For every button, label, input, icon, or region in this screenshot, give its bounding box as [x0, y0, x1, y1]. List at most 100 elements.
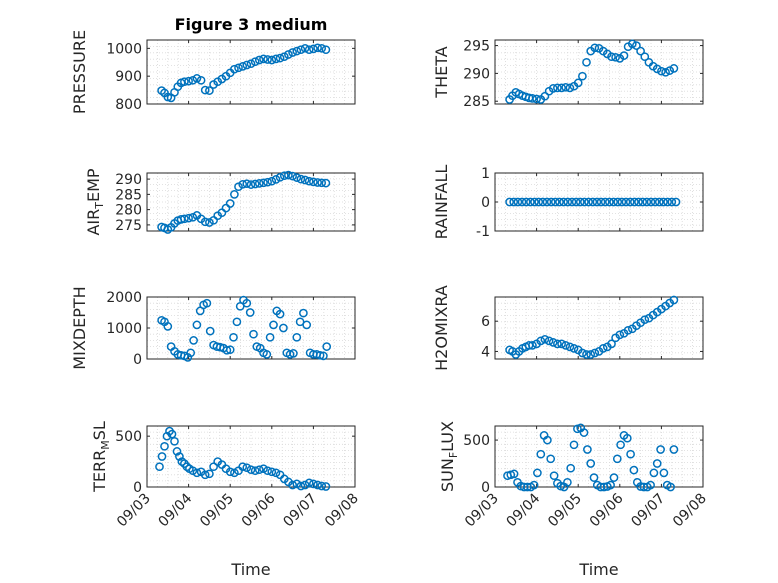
- x-tick-label: 09/06: [239, 490, 279, 530]
- data-point: [259, 54, 268, 64]
- y-axis-label-air_temp: AIRTEMP: [84, 168, 106, 235]
- y-tick-label: 295: [463, 39, 490, 55]
- data-point: [583, 445, 592, 454]
- data-point: [513, 197, 523, 207]
- y-tick-label: 500: [463, 433, 490, 449]
- data-point: [300, 175, 310, 185]
- data-point: [622, 433, 632, 443]
- data-point: [265, 332, 275, 342]
- data-point: [649, 468, 659, 478]
- data-point: [249, 329, 258, 339]
- data-point: [263, 55, 272, 64]
- data-point: [292, 173, 302, 182]
- data-point: [172, 447, 182, 456]
- data-point: [617, 197, 627, 207]
- data-point: [271, 175, 281, 184]
- data-point: [663, 197, 672, 207]
- data-point: [250, 179, 260, 189]
- data-point: [315, 350, 325, 360]
- data-point: [238, 462, 248, 472]
- data-point: [275, 172, 285, 182]
- data-point: [669, 64, 679, 73]
- data-point: [271, 54, 281, 64]
- data-point: [267, 55, 277, 65]
- y-axis-label-rainfall: RAINFALL: [432, 165, 451, 240]
- data-point: [509, 197, 519, 207]
- x-tick-label: 09/07: [280, 491, 320, 531]
- data-point: [319, 351, 328, 361]
- data-point: [627, 39, 637, 49]
- y-tick-label: 900: [115, 69, 142, 85]
- y-tick-label: 285: [115, 187, 142, 203]
- data-point: [242, 179, 252, 189]
- data-point: [609, 473, 619, 482]
- data-point: [661, 67, 670, 77]
- data-point: [582, 57, 591, 67]
- y-axis-label-terr_msl: TERRMSL: [90, 421, 112, 493]
- data-point: [590, 43, 600, 53]
- data-point: [284, 50, 293, 59]
- data-point: [588, 197, 598, 207]
- data-point: [288, 171, 297, 181]
- data-point: [546, 197, 556, 207]
- data-point: [317, 481, 327, 491]
- data-point: [528, 341, 537, 350]
- x-tick-label: 09/06: [587, 490, 627, 530]
- data-point: [550, 197, 560, 207]
- data-point: [292, 479, 302, 489]
- data-point: [612, 454, 622, 464]
- data-point: [671, 197, 681, 207]
- data-point: [509, 469, 519, 479]
- data-point: [242, 60, 252, 70]
- subplot-pressure: 800 900 1000 PRESSURE Figure 3 medium: [70, 15, 356, 114]
- data-point: [526, 197, 535, 207]
- data-point: [160, 441, 169, 451]
- data-point: [263, 466, 272, 476]
- data-point: [225, 345, 235, 355]
- data-point: [613, 197, 623, 207]
- axes-border-h2omixra: [494, 296, 704, 360]
- data-point: [528, 94, 537, 103]
- data-point: [163, 322, 173, 331]
- data-point: [304, 478, 314, 488]
- data-point: [232, 317, 242, 327]
- data-point: [590, 348, 600, 358]
- data-point: [505, 197, 514, 207]
- data-point: [230, 190, 239, 199]
- data-point: [262, 350, 272, 359]
- data-point: [542, 197, 552, 207]
- data-point: [250, 466, 260, 476]
- data-point: [573, 78, 583, 88]
- data-point: [563, 197, 573, 207]
- data-point: [589, 473, 599, 482]
- x-tick-label: 09/04: [504, 490, 544, 530]
- data-point: [606, 480, 615, 490]
- data-point: [245, 308, 255, 317]
- data-point: [317, 43, 327, 53]
- subplot-sun_flux: 0 500 09/03 09/04 09/05 09/06 09/07 09/08 SUNFLU…: [438, 421, 710, 579]
- data-point: [555, 197, 564, 207]
- data-point: [517, 197, 527, 207]
- y-tick-label: 2000: [106, 290, 142, 306]
- data-point: [205, 469, 214, 479]
- data-point: [667, 197, 677, 207]
- data-point: [234, 182, 243, 192]
- data-point: [200, 470, 210, 480]
- y-tick-label: 280: [115, 203, 142, 219]
- data-point: [309, 479, 318, 489]
- y-axis-label-pressure: PRESSURE: [70, 30, 89, 114]
- data-point: [566, 463, 576, 473]
- data-point: [267, 467, 277, 477]
- data-point: [279, 171, 289, 181]
- subplot-theta: 285 290 295 THETA: [432, 39, 704, 110]
- data-point: [242, 298, 252, 308]
- data-point: [162, 431, 172, 441]
- data-point: [302, 320, 312, 330]
- data-point: [205, 86, 214, 95]
- data-point: [538, 197, 548, 207]
- data-point: [170, 436, 179, 446]
- data-point: [186, 348, 196, 358]
- y-tick-label: 4: [481, 344, 490, 360]
- data-point: [646, 197, 656, 207]
